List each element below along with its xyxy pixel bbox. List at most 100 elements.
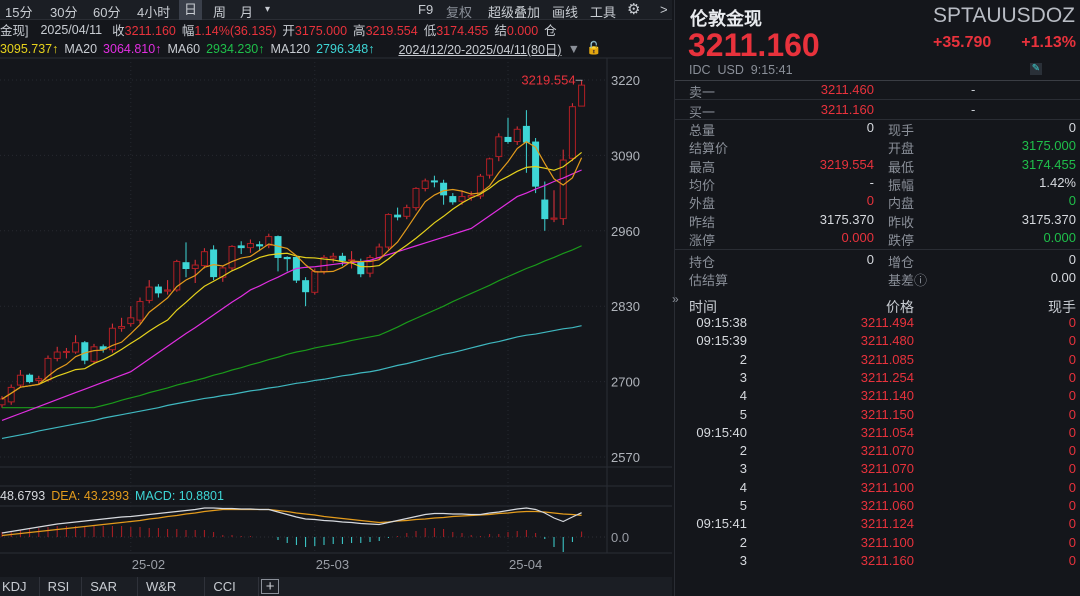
- adjust-button[interactable]: 复权: [446, 5, 473, 20]
- tab-cci[interactable]: CCI: [205, 577, 259, 596]
- range-label: 幅: [181, 24, 195, 38]
- dea-line: [1, 508, 582, 537]
- candle-body: [182, 262, 190, 270]
- candle-body: [154, 286, 162, 294]
- candle-body: [522, 125, 530, 143]
- candle: [403, 204, 411, 220]
- period-toolbar: 15分 30分 60分 4小时 日 周 月 ▾ F9 复权 超级叠加 画线 工具…: [0, 0, 672, 20]
- dea-value: DEA: 43.2393: [51, 489, 130, 503]
- candle: [504, 117, 512, 144]
- tick-volume: 0: [1068, 552, 1076, 568]
- tick-header-time: 时间: [689, 299, 717, 315]
- collapse-handle[interactable]: »: [672, 292, 679, 306]
- candle-body: [53, 351, 61, 359]
- candle-body: [145, 286, 153, 301]
- tick-price: 3211.070: [860, 461, 914, 477]
- more-button[interactable]: >: [660, 2, 668, 17]
- kline-chart[interactable]: 3220 3090 2960 2830 2700 2570 25-02 25-03 25-04 0…: [0, 0, 672, 577]
- tab-sar[interactable]: SAR: [82, 577, 138, 596]
- settle-value: 0.000: [506, 24, 539, 38]
- candle: [182, 242, 190, 278]
- tick-price: 3211.060: [860, 498, 914, 513]
- stat-label: 最低: [888, 159, 915, 175]
- gear-icon[interactable]: ⚙: [627, 1, 641, 18]
- stat-value: 0: [866, 120, 874, 135]
- lock-icon[interactable]: 🔓: [585, 41, 602, 55]
- tick-price: 3211.150: [860, 406, 914, 422]
- stat-value: 3219.554: [819, 156, 874, 172]
- bid-label: 买一: [689, 105, 716, 120]
- candle: [384, 213, 392, 250]
- candle: [62, 347, 70, 359]
- y-tick-label: 3090: [611, 148, 640, 163]
- tick-time: 3: [739, 369, 747, 385]
- period-week[interactable]: 周: [213, 5, 227, 20]
- date-range-dropdown-icon[interactable]: ▼: [567, 41, 580, 56]
- tick-time: 09:15:41: [696, 516, 747, 532]
- period-month[interactable]: 月: [240, 5, 254, 20]
- tick-time: 5: [739, 406, 747, 422]
- period-dropdown-icon[interactable]: ▾: [265, 4, 271, 15]
- candle: [329, 252, 337, 263]
- candle-body: [265, 236, 273, 246]
- period-4h[interactable]: 4小时: [137, 5, 171, 20]
- stat-value: 3174.455: [1021, 156, 1076, 172]
- candle-body: [568, 106, 576, 159]
- period-60m[interactable]: 60分: [93, 5, 121, 20]
- period-30m[interactable]: 30分: [50, 5, 78, 20]
- candle-body: [366, 256, 374, 274]
- instrument-name: 伦敦金现: [690, 9, 762, 29]
- symbol-label: 金现]: [0, 24, 29, 38]
- tick-volume: 0: [1068, 369, 1076, 385]
- candle: [412, 187, 420, 211]
- draw-button[interactable]: 画线: [552, 5, 579, 20]
- tick-time: 09:15:38: [696, 315, 747, 330]
- f9-button[interactable]: F9: [418, 2, 434, 17]
- candle-body: [191, 264, 199, 269]
- ma20-label: MA20: [64, 41, 98, 56]
- candle: [228, 245, 236, 272]
- tick-volume: 0: [1068, 315, 1076, 330]
- tick-price: 3211.254: [860, 369, 914, 385]
- tick-price: 3211.494: [860, 315, 914, 330]
- stat-value: 3175.370: [1021, 211, 1076, 227]
- candle: [81, 341, 89, 365]
- candle-body: [513, 128, 521, 142]
- candle: [440, 179, 448, 205]
- tick-price: 3211.100: [860, 479, 914, 495]
- candle: [449, 193, 457, 205]
- stat-value: 1.42%: [1039, 174, 1076, 190]
- bid-price: 3211.160: [820, 102, 874, 117]
- overlay-button[interactable]: 超级叠加: [488, 5, 541, 20]
- tick-volume: 0: [1068, 388, 1076, 404]
- add-indicator-button[interactable]: +: [260, 579, 280, 594]
- candle-body: [421, 180, 429, 189]
- dif-value: 48.6793: [0, 489, 46, 503]
- period-day[interactable]: 日: [179, 0, 203, 20]
- tools-button[interactable]: 工具: [590, 5, 617, 20]
- candle: [550, 190, 558, 223]
- candle-body: [35, 378, 43, 381]
- period-15m[interactable]: 15分: [5, 5, 33, 20]
- tab-kdj[interactable]: KDJ: [0, 577, 40, 596]
- candle: [366, 255, 374, 278]
- candle: [108, 323, 116, 353]
- tab-wr[interactable]: W&R: [138, 577, 206, 596]
- y-tick-label: 2830: [611, 299, 640, 314]
- date-range-selector[interactable]: 2024/12/20-2025/04/11(80日): [398, 43, 562, 57]
- candle-body: [81, 342, 89, 361]
- macd-value: MACD: 10.8801: [135, 489, 224, 503]
- candle: [200, 248, 208, 269]
- candle: [53, 346, 61, 362]
- tick-price: 3211.100: [860, 534, 914, 550]
- tab-rsi[interactable]: RSI: [40, 577, 83, 596]
- candle-body: [118, 326, 126, 329]
- tick-price: 3211.085: [860, 351, 914, 367]
- pencil-icon[interactable]: ✎: [1030, 63, 1042, 75]
- candle-body: [16, 374, 24, 386]
- x-tick-label: 25-02: [132, 557, 165, 572]
- stat-label: 总量: [689, 123, 716, 138]
- tick-time: 09:15:39: [696, 333, 747, 349]
- max-price-label: 3219.554: [521, 72, 575, 87]
- candle: [495, 133, 503, 162]
